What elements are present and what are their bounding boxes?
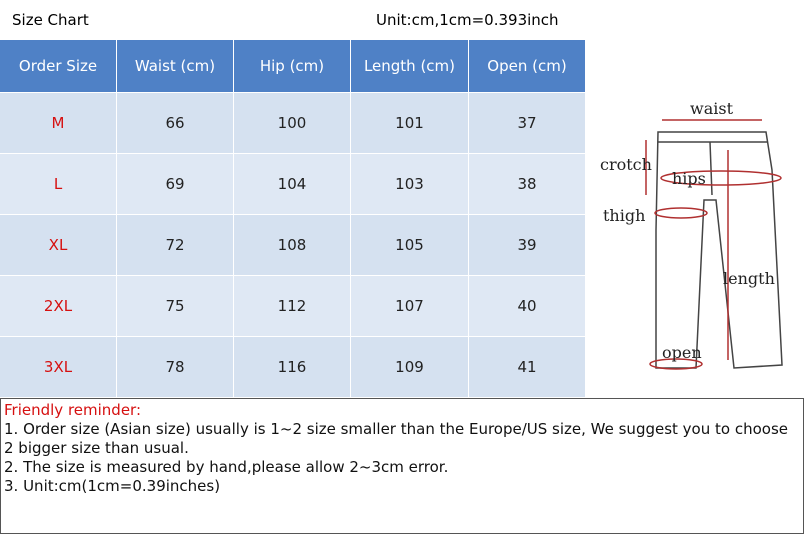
label: open	[662, 343, 702, 362]
label: length	[723, 269, 775, 288]
label: thigh	[603, 206, 645, 225]
size-cell: M	[0, 93, 117, 154]
cell: 78	[117, 337, 234, 398]
size-cell: 2XL	[0, 276, 117, 337]
column-header: Hip (cm)	[234, 40, 351, 93]
column-header: Order Size	[0, 40, 117, 93]
size-cell: L	[0, 154, 117, 215]
label: crotch	[600, 155, 652, 174]
cell: 69	[117, 154, 234, 215]
cell: 75	[117, 276, 234, 337]
cell: 39	[469, 215, 586, 276]
label: hips	[672, 169, 706, 188]
unit: Unit:cm,1cm=0.393inch	[376, 11, 559, 29]
size-cell: XL	[0, 215, 117, 276]
cell: 66	[117, 93, 234, 154]
cell: 116	[234, 337, 351, 398]
reminder: Friendly reminder: 1. Order size (Asian …	[0, 398, 804, 534]
title: Size Chart	[12, 11, 89, 29]
cell: 101	[351, 93, 469, 154]
cell: 104	[234, 154, 351, 215]
cell: 108	[234, 215, 351, 276]
cell: 38	[469, 154, 586, 215]
reminder-line: 2. The size is measured by hand,please a…	[4, 458, 449, 476]
cell: 72	[117, 215, 234, 276]
size-table: Order Size Waist (cm) Hip (cm) Length (cm) O…	[0, 40, 586, 398]
size-cell: 3XL	[0, 337, 117, 398]
cell: 105	[351, 215, 469, 276]
measure-lines	[645, 119, 782, 370]
column-header: Length (cm)	[351, 40, 469, 93]
cell: 112	[234, 276, 351, 337]
label: waist	[690, 99, 734, 118]
cell: 107	[351, 276, 469, 337]
column-header: Open (cm)	[469, 40, 586, 93]
cell: 41	[469, 337, 586, 398]
reminder-line: 3. Unit:cm(1cm=0.39inches)	[4, 477, 221, 495]
cell: 103	[351, 154, 469, 215]
reminder-line: 1. Order size (Asian size) usually is 1~…	[4, 420, 788, 457]
reminder-title: Friendly reminder:	[4, 401, 141, 419]
pants-diagram: waist crotch hips thigh length open	[600, 99, 783, 370]
cell: 109	[351, 337, 469, 398]
column-header: Waist (cm)	[117, 40, 234, 93]
pants-outline	[655, 131, 783, 369]
cell: 100	[234, 93, 351, 154]
cell: 37	[469, 93, 586, 154]
cell: 40	[469, 276, 586, 337]
